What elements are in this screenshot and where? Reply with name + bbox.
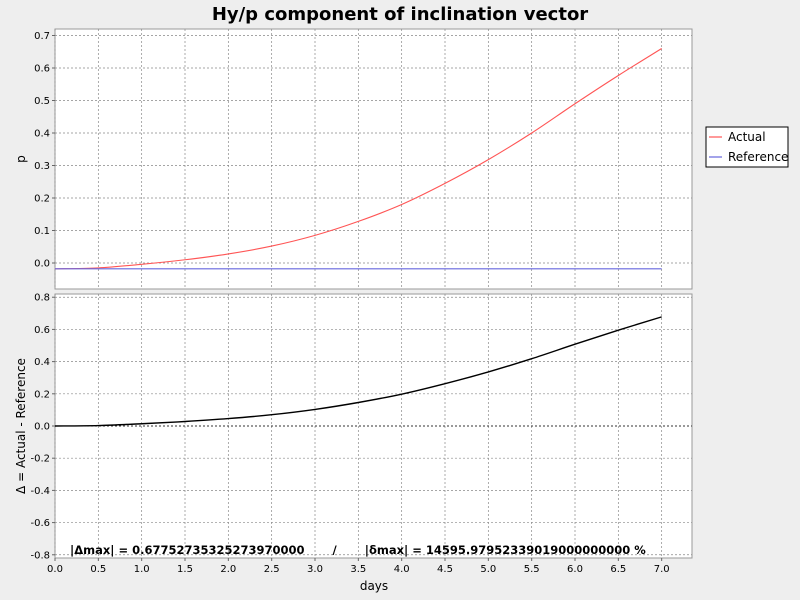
- top-y-tick-label: 0.4: [34, 129, 50, 140]
- top-y-tick-label: 0.1: [34, 226, 50, 237]
- delta-max-annotation: |Δmax| = 0.67752735325273970000 / |δmax|…: [70, 543, 646, 557]
- bottom-y-tick-label: 0.6: [34, 325, 50, 336]
- legend-label-actual: Actual: [728, 130, 766, 144]
- bottom-series: [54, 316, 662, 427]
- top-y-tick-label: 0.3: [34, 161, 50, 172]
- x-tick-label: 0.0: [47, 564, 63, 575]
- x-tick-label: 3.0: [307, 564, 323, 575]
- x-tick-label: 2.5: [264, 564, 280, 575]
- bottom-plot-area: [54, 293, 693, 559]
- top-y-tick-label: 0.6: [34, 64, 50, 75]
- bottom-y-tick-label: 0.0: [34, 422, 50, 433]
- top-y-tick-label: 0.0: [34, 259, 50, 270]
- bottom-y-tick-label: 0.4: [34, 357, 50, 368]
- top-y-ticks: 0.7 0.6 0.5 0.4 0.3 0.2 0.1 0.0: [34, 31, 55, 270]
- x-tick-label: 3.5: [350, 564, 366, 575]
- top-y-axis-label: p: [14, 155, 28, 163]
- legend: Actual Reference: [705, 126, 789, 168]
- x-tick-label: 4.5: [437, 564, 453, 575]
- top-y-tick-label: 0.2: [34, 194, 50, 205]
- bottom-y-tick-label: -0.4: [30, 486, 50, 497]
- x-ticks: 0.0 0.5 1.0 1.5 2.0 2.5 3.0 3.5 4.0 4.5 5.0 5.5 6.0 6…: [47, 558, 670, 575]
- x-tick-label: 5.5: [524, 564, 540, 575]
- x-tick-label: 6.0: [567, 564, 583, 575]
- top-plot-area: [54, 28, 693, 290]
- top-y-tick-label: 0.7: [34, 31, 50, 42]
- bottom-y-tick-label: -0.8: [30, 550, 50, 561]
- x-tick-label: 1.0: [134, 564, 150, 575]
- top-series: [54, 48, 662, 270]
- legend-box: [705, 126, 789, 168]
- x-tick-label: 7.0: [654, 564, 670, 575]
- bottom-y-tick-label: -0.2: [30, 454, 50, 465]
- chart-title: Hy/p component of inclination vector: [212, 4, 588, 25]
- x-tick-label: 6.5: [610, 564, 626, 575]
- x-axis-label: days: [360, 579, 388, 593]
- bottom-y-ticks: 0.8 0.6 0.4 0.2 0.0 -0.2 -0.4 -0.6 -0.8: [30, 293, 55, 561]
- top-y-tick-label: 0.5: [34, 96, 50, 107]
- x-tick-label: 5.0: [480, 564, 496, 575]
- bottom-y-tick-label: 0.8: [34, 293, 50, 304]
- x-tick-label: 2.0: [220, 564, 236, 575]
- x-tick-label: 0.5: [90, 564, 106, 575]
- bottom-y-tick-label: 0.2: [34, 389, 50, 400]
- x-tick-label: 1.5: [177, 564, 193, 575]
- actual-series-line: [54, 48, 662, 270]
- delta-series-line: [54, 316, 662, 427]
- bottom-y-axis-label: Δ = Actual - Reference: [14, 358, 28, 494]
- bottom-y-tick-label: -0.6: [30, 518, 50, 529]
- top-grid: [54, 29, 692, 289]
- legend-label-reference: Reference: [728, 150, 788, 164]
- x-tick-label: 4.0: [394, 564, 410, 575]
